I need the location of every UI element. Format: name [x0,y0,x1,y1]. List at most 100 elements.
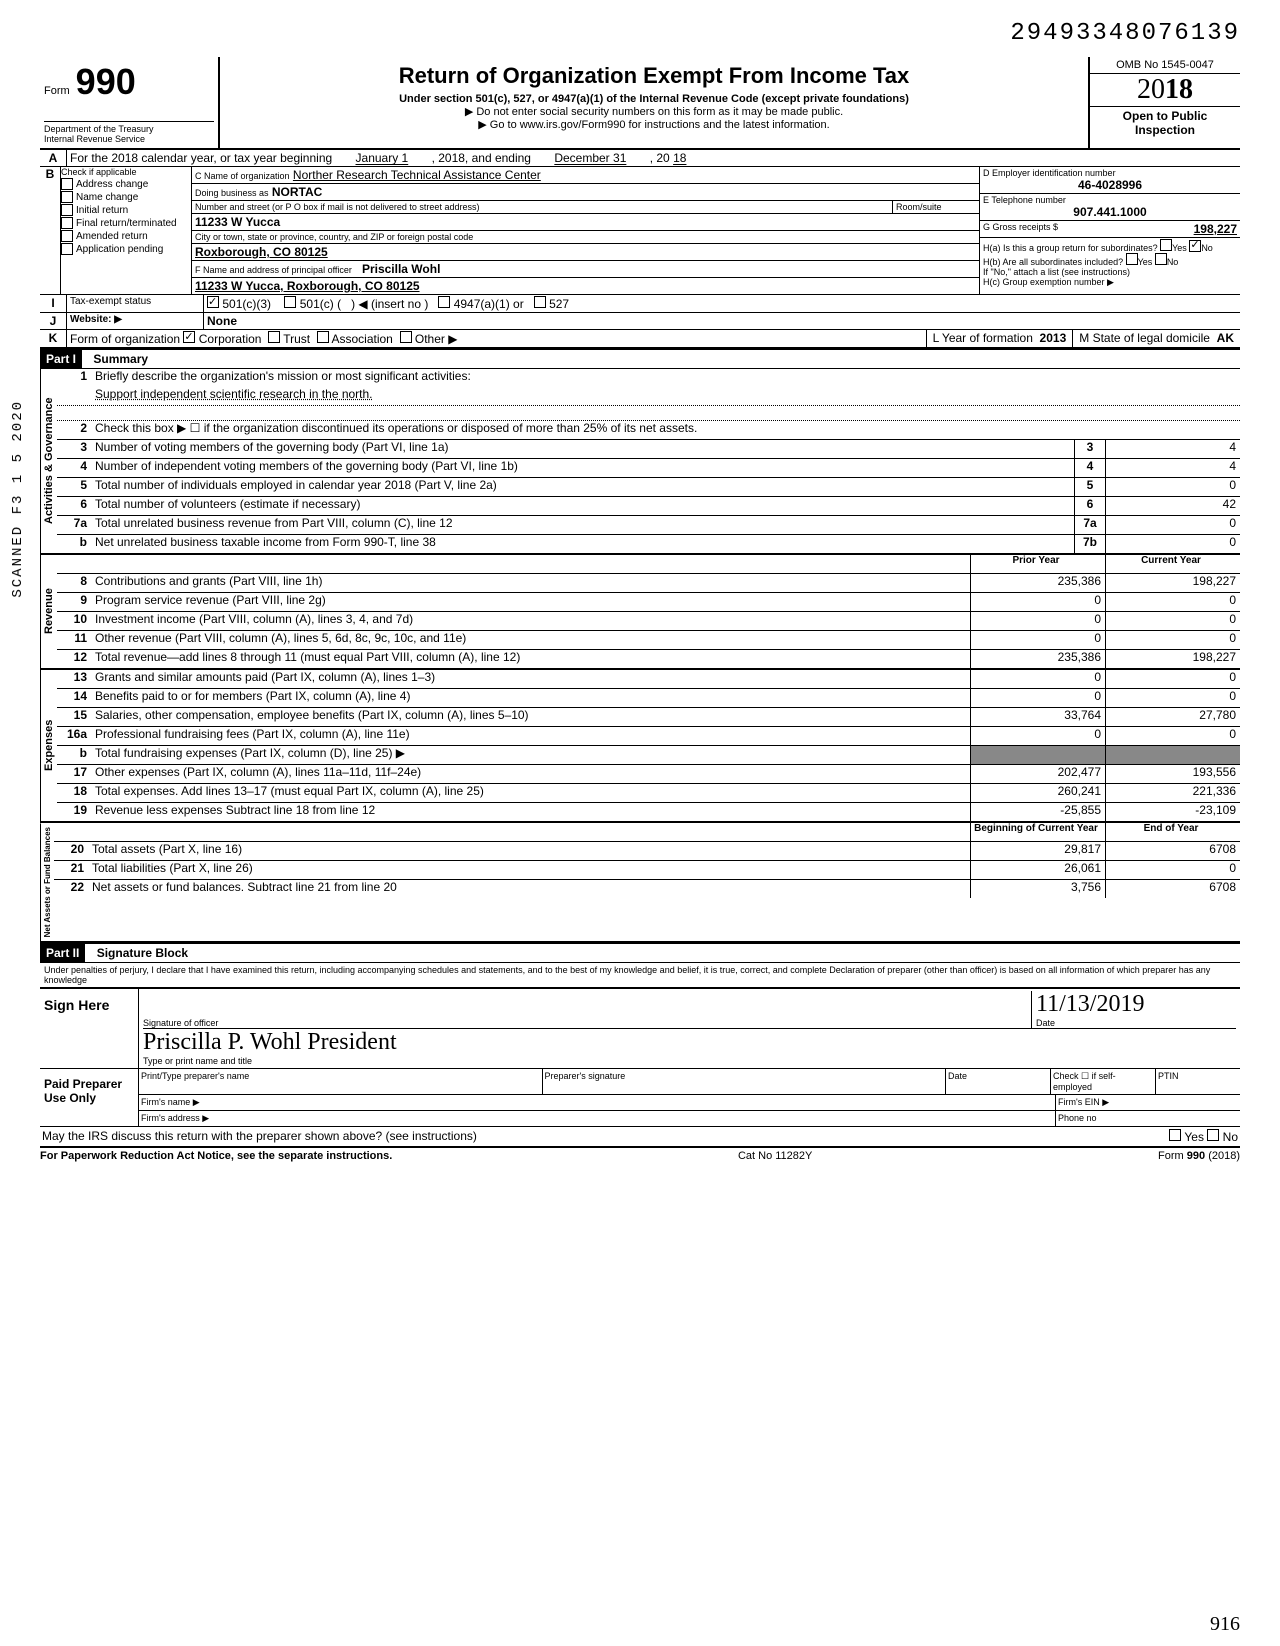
ein: 46-4028996 [983,178,1237,192]
l14-curr: 0 [1105,689,1240,707]
l8-prior: 235,386 [970,574,1105,592]
l20-curr: 6708 [1105,842,1240,860]
chk-amended[interactable] [61,230,73,242]
tax-year-begin: January 1 [336,151,429,165]
line-a: A For the 2018 calendar year, or tax yea… [40,150,1240,167]
l9-prior: 0 [970,593,1105,611]
label-expenses: Expenses [40,670,57,821]
l21-prior: 26,061 [970,861,1105,879]
l11-prior: 0 [970,631,1105,649]
l19-curr: -23,109 [1105,803,1240,821]
l20-prior: 29,817 [970,842,1105,860]
l18-prior: 260,241 [970,784,1105,802]
line-k: K Form of organization Corporation Trust… [40,330,1240,349]
sign-here-label: Sign Here [40,989,139,1068]
l13-curr: 0 [1105,670,1240,688]
chk-assoc[interactable] [317,331,329,343]
footer: For Paperwork Reduction Act Notice, see … [40,1150,1240,1162]
chk-trust[interactable] [268,331,280,343]
gross-receipts: 198,227 [1194,222,1237,236]
l10-curr: 0 [1105,612,1240,630]
val-4: 4 [1105,459,1240,477]
l14-prior: 0 [970,689,1105,707]
officer-signature [143,991,1031,1018]
city-state-zip: Roxborough, CO 80125 [195,245,328,259]
l12-prior: 235,386 [970,650,1105,668]
dept-irs: Internal Revenue Service [44,134,214,144]
form-header: Form 990 Department of the Treasury Inte… [40,57,1240,150]
open-public: Open to Public Inspection [1090,107,1240,139]
form-number: 990 [76,61,136,103]
l15-curr: 27,780 [1105,708,1240,726]
scanned-stamp: SCANNED F3 1 5 2020 [10,400,26,598]
l16a-curr: 0 [1105,727,1240,745]
note-url: ▶ Go to www.irs.gov/Form990 for instruct… [228,118,1080,131]
val-7b: 0 [1105,535,1240,553]
l12-curr: 198,227 [1105,650,1240,668]
officer-address: 11233 W Yucca, Roxborough, CO 80125 [195,279,420,293]
line-i: I Tax-exempt status 501(c)(3) 501(c) ( )… [40,295,1240,313]
l17-curr: 193,556 [1105,765,1240,783]
year-formation: 2013 [1040,331,1067,345]
website: None [207,314,237,328]
chk-discuss-no[interactable] [1207,1129,1219,1141]
l19-prior: -25,855 [970,803,1105,821]
l16a-prior: 0 [970,727,1105,745]
l10-prior: 0 [970,612,1105,630]
chk-501c[interactable] [284,296,296,308]
label-net-assets: Net Assets or Fund Balances [40,823,54,941]
page-number: 916 [1210,1613,1240,1636]
chk-final-return[interactable] [61,217,73,229]
street-address: 11233 W Yucca [195,215,280,229]
chk-ha-yes[interactable] [1160,239,1172,251]
document-number: 29493348076139 [40,20,1240,47]
chk-other[interactable] [400,331,412,343]
l21-curr: 0 [1105,861,1240,879]
dba-name: NORTAC [272,185,322,199]
val-6: 42 [1105,497,1240,515]
chk-app-pending[interactable] [61,243,73,255]
l9-curr: 0 [1105,593,1240,611]
label-governance: Activities & Governance [40,369,57,553]
paid-preparer-label: Paid Preparer Use Only [40,1069,139,1126]
tax-year: 2018 [1090,74,1240,107]
chk-initial-return[interactable] [61,204,73,216]
chk-discuss-yes[interactable] [1169,1129,1181,1141]
form-label: Form [44,85,70,97]
chk-address-change[interactable] [61,178,73,190]
chk-hb-no[interactable] [1155,253,1167,265]
omb-number: OMB No 1545-0047 [1090,57,1240,74]
sign-date: 11/13/2019 [1036,991,1236,1018]
chk-ha-no[interactable] [1189,240,1201,252]
l22-curr: 6708 [1105,880,1240,898]
part2-header: Part II Signature Block [40,943,1240,963]
chk-501c3[interactable] [207,296,219,308]
label-revenue: Revenue [40,555,57,668]
phone: 907.441.1000 [983,205,1237,219]
l13-prior: 0 [970,670,1105,688]
part1-header: Part I Summary [40,349,1240,369]
chk-hb-yes[interactable] [1126,253,1138,265]
l18-curr: 221,336 [1105,784,1240,802]
chk-4947[interactable] [438,296,450,308]
l8-curr: 198,227 [1105,574,1240,592]
officer-name-title: Priscilla P. Wohl President [143,1029,1236,1056]
org-name: Norther Research Technical Assistance Ce… [293,168,541,182]
line-j: J Website: ▶ None [40,313,1240,330]
perjury-declaration: Under penalties of perjury, I declare th… [40,963,1240,987]
chk-527[interactable] [534,296,546,308]
note-ssn: ▶ Do not enter social security numbers o… [228,105,1080,118]
officer-name: Priscilla Wohl [362,262,440,276]
dept-treasury: Department of the Treasury [44,124,214,134]
l22-prior: 3,756 [970,880,1105,898]
l15-prior: 33,764 [970,708,1105,726]
l17-prior: 202,477 [970,765,1105,783]
form-title: Return of Organization Exempt From Incom… [228,63,1080,89]
tax-year-end: December 31 [534,151,646,165]
chk-name-change[interactable] [61,191,73,203]
form-subtitle: Under section 501(c), 527, or 4947(a)(1)… [228,93,1080,105]
mission: Support independent scientific research … [93,387,1240,405]
val-5: 0 [1105,478,1240,496]
val-7a: 0 [1105,516,1240,534]
chk-corp[interactable] [183,331,195,343]
